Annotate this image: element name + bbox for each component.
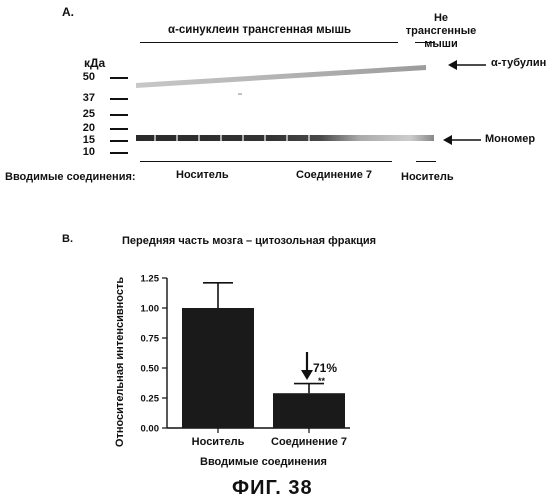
reduction-percent: 71% <box>313 361 337 375</box>
x-tick-label: Соединение 7 <box>271 436 347 448</box>
bar <box>273 393 345 428</box>
y-tick-label: 0.75 <box>141 334 160 345</box>
y-tick-label: 1.25 <box>141 274 160 285</box>
y-tick-label: 0.50 <box>141 364 160 375</box>
y-tick-label: 0.00 <box>141 424 160 435</box>
y-tick-label: 0.25 <box>141 394 160 405</box>
bar <box>182 308 254 428</box>
chart-xlabel: Вводимые соединения <box>200 456 327 468</box>
reduction-arrow-head <box>301 370 313 380</box>
figure-caption: ФИГ. 38 <box>232 477 313 500</box>
x-tick-label: Носитель <box>192 436 245 448</box>
significance-mark: ** <box>318 376 326 386</box>
y-tick-label: 1.00 <box>141 304 160 315</box>
